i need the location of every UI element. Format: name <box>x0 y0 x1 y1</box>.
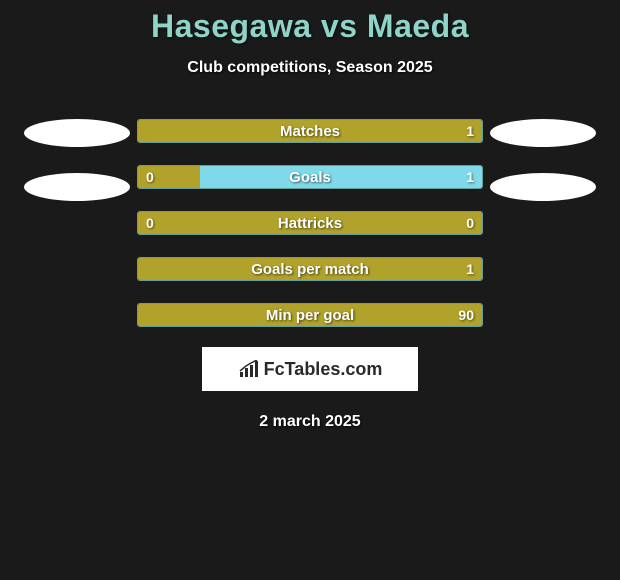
player-badge-ellipse <box>24 173 130 201</box>
left-player-badges <box>17 119 137 201</box>
stat-value-right: 1 <box>458 258 482 280</box>
stat-row: Matches1 <box>137 119 483 143</box>
stat-value-right: 0 <box>458 212 482 234</box>
logo-text: FcTables.com <box>264 359 383 380</box>
stat-bars: Matches1Goals01Hattricks00Goals per matc… <box>137 119 483 327</box>
player-badge-ellipse <box>490 173 596 201</box>
stat-value-left: 0 <box>138 166 162 188</box>
stat-row: Goals per match1 <box>137 257 483 281</box>
right-player-badges <box>483 119 603 201</box>
stat-value-right: 1 <box>458 166 482 188</box>
subtitle: Club competitions, Season 2025 <box>0 59 620 77</box>
source-logo-box: FcTables.com <box>202 347 418 391</box>
stat-value-right: 1 <box>458 120 482 142</box>
source-logo: FcTables.com <box>238 359 383 380</box>
stat-row: Hattricks0 0 <box>137 211 483 235</box>
comparison-widget: Hasegawa vs Maeda Club competitions, Sea… <box>0 0 620 431</box>
date-text: 2 march 2025 <box>0 413 620 431</box>
player-badge-ellipse <box>24 119 130 147</box>
stat-value-left: 0 <box>138 212 162 234</box>
stat-label: Hattricks <box>138 212 482 234</box>
page-title: Hasegawa vs Maeda <box>0 8 620 45</box>
stat-row: Goals0 1 <box>137 165 483 189</box>
stats-area: Matches1Goals01Hattricks00Goals per matc… <box>0 119 620 327</box>
stat-label: Matches <box>138 120 482 142</box>
stat-label: Goals per match <box>138 258 482 280</box>
stat-row: Min per goal90 <box>137 303 483 327</box>
stat-value-right: 90 <box>450 304 482 326</box>
stat-label: Min per goal <box>138 304 482 326</box>
player-badge-ellipse <box>490 119 596 147</box>
stat-label: Goals <box>138 166 482 188</box>
chart-icon <box>238 360 260 378</box>
